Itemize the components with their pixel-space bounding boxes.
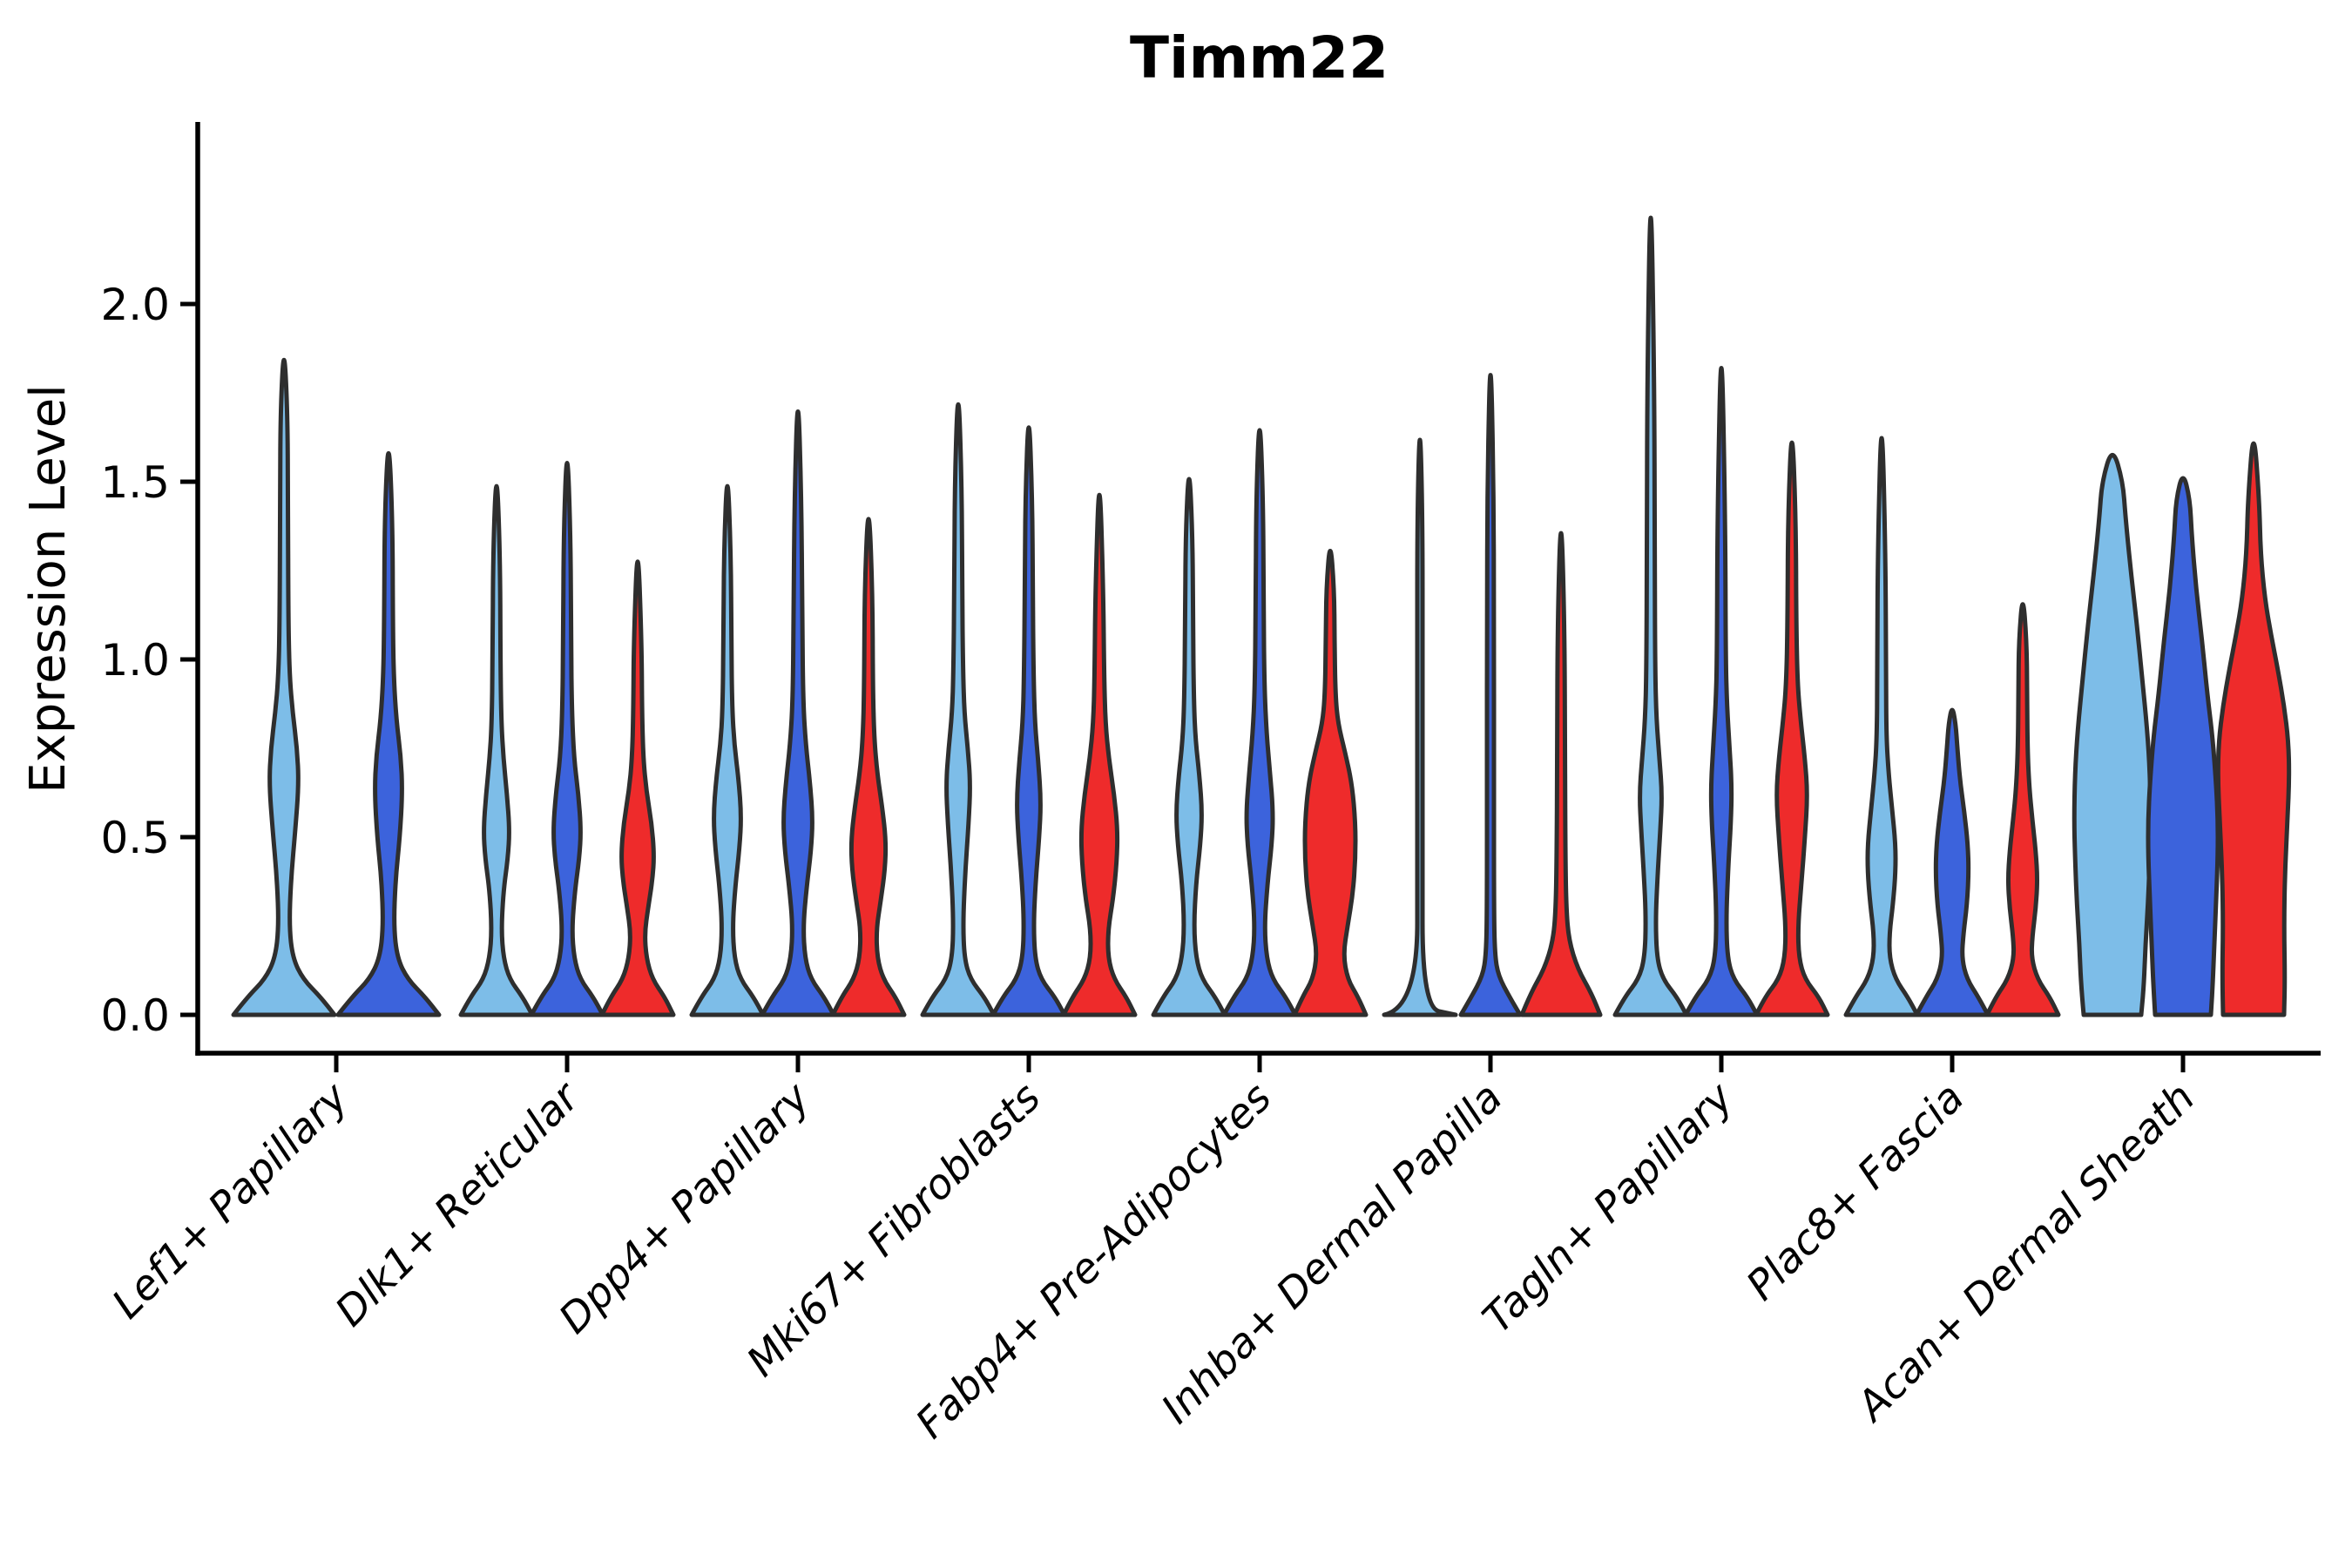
violin-fabp4-pre-adipocytes-dark_blue (1221, 428, 1298, 1017)
y-tick-label: 2.0 (100, 280, 170, 330)
violin-inhba-dermal-papilla-dark_blue (1458, 373, 1523, 1017)
y-tick-label: 1.5 (100, 457, 170, 508)
violin-tagln-papillary-dark_blue (1683, 366, 1760, 1017)
violin-tagln-papillary-red (1754, 441, 1830, 1017)
violin-dlk1-reticular-dark_blue (529, 461, 605, 1017)
y-axis-label: Expression Level (20, 384, 77, 794)
x-category-label: Dlk1+ Reticular (327, 1072, 591, 1336)
violin-acan-dermal-sheath-light_blue (2072, 452, 2153, 1017)
violin-inhba-dermal-papilla-red (1519, 531, 1603, 1017)
y-tick-label: 0.5 (100, 813, 170, 863)
violin-fabp4-pre-adipocytes-red (1292, 549, 1369, 1017)
violin-acan-dermal-sheath-dark_blue (2146, 476, 2220, 1017)
violin-plac8-fascia-red (1984, 602, 2061, 1017)
y-tick-label: 1.0 (100, 635, 170, 686)
violin-dpp4-papillary-dark_blue (760, 409, 836, 1017)
x-category-label: Dpp4+ Papillary (550, 1073, 820, 1343)
violin-mki67-fibroblasts-dark_blue (990, 425, 1067, 1017)
x-category-label: Lef1+ Papillary (103, 1073, 358, 1328)
violin-tagln-papillary-light_blue (1612, 215, 1689, 1017)
violin-plac8-fascia-dark_blue (1914, 707, 1990, 1017)
y-tick-label: 0.0 (100, 990, 170, 1041)
violin-acan-dermal-sheath-red (2215, 441, 2292, 1017)
violin-lef1-papillary-dark_blue (335, 451, 442, 1017)
x-category-label: Plac8+ Fascia (1737, 1074, 1973, 1310)
violin-dpp4-papillary-light_blue (689, 483, 766, 1017)
violin-dpp4-papillary-red (830, 517, 907, 1017)
violin-inhba-dermal-papilla-light_blue (1382, 437, 1458, 1017)
violin-mki67-fibroblasts-red (1061, 492, 1138, 1017)
violin-dlk1-reticular-red (599, 559, 676, 1017)
chart-title: Timm22 (1129, 24, 1389, 91)
violin-lef1-papillary-light_blue (231, 357, 337, 1017)
violin-fabp4-pre-adipocytes-light_blue (1151, 476, 1227, 1017)
violin-mki67-fibroblasts-light_blue (920, 402, 997, 1017)
x-category-label: Tagln+ Papillary (1474, 1073, 1744, 1343)
violin-dlk1-reticular-light_blue (458, 483, 535, 1017)
violin-plac8-fascia-light_blue (1843, 436, 1920, 1017)
